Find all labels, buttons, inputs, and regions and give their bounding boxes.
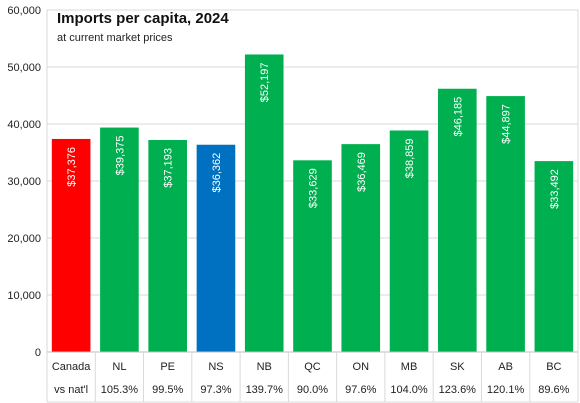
bar-on — [341, 144, 381, 352]
bars — [51, 54, 574, 353]
bar-value-label: $37,376 — [66, 147, 78, 187]
ratio-value: 90.0% — [297, 384, 328, 396]
y-tick-label: 50,000 — [7, 62, 41, 74]
bar-bc — [534, 161, 574, 352]
bar-value-label: $33,492 — [549, 169, 561, 209]
bar-canada — [51, 138, 91, 352]
category-label: BC — [546, 361, 561, 373]
bar-nl — [100, 127, 139, 352]
ratio-value: 99.5% — [152, 384, 183, 396]
bar-sk — [438, 88, 477, 353]
bar-pe — [148, 139, 187, 352]
bar-value-label: $33,629 — [308, 168, 320, 208]
bar-value-label: $36,469 — [356, 152, 368, 192]
bar-value-label: $46,185 — [452, 97, 464, 137]
ratio-row-label: vs nat'l — [54, 384, 88, 396]
ratio-value: 97.6% — [345, 384, 376, 396]
bar-qc — [293, 160, 332, 352]
chart-title: Imports per capita, 2024 — [57, 10, 229, 27]
bar-ns — [196, 144, 236, 352]
category-label: SK — [450, 361, 465, 373]
bar-value-label: $52,197 — [259, 62, 271, 102]
category-label: AB — [498, 361, 513, 373]
y-tick-label: 10,000 — [7, 290, 41, 302]
y-tick-label: 0 — [35, 347, 41, 359]
category-label: NL — [112, 361, 126, 373]
category-label: NB — [257, 361, 272, 373]
bar-value-label: $37,193 — [163, 148, 175, 188]
bar-value-label: $36,362 — [211, 153, 223, 193]
ratio-value: 120.1% — [487, 384, 525, 396]
bar-mb — [389, 130, 429, 352]
ratio-value: 105.3% — [101, 384, 139, 396]
chart-subtitle: at current market prices — [57, 32, 173, 44]
category-label: PE — [160, 361, 175, 373]
ratio-value: 123.6% — [439, 384, 477, 396]
bar-value-label: $39,375 — [114, 136, 126, 176]
ratio-value: 104.0% — [390, 384, 428, 396]
category-label: QC — [304, 361, 321, 373]
category-label: NS — [208, 361, 223, 373]
ratio-value: 139.7% — [246, 384, 284, 396]
category-label: ON — [353, 361, 370, 373]
bar-value-label: $44,897 — [501, 104, 513, 144]
y-tick-label: 60,000 — [7, 5, 41, 17]
y-tick-label: 40,000 — [7, 119, 41, 131]
ratio-value: 89.6% — [538, 384, 569, 396]
ratio-value: 97.3% — [200, 384, 231, 396]
bar-ab — [486, 96, 525, 352]
y-axis: 0 10,000 20,000 30,000 40,000 50,000 60,000 — [7, 5, 41, 359]
y-tick-label: 30,000 — [7, 176, 41, 188]
bar-value-label: $38,859 — [404, 139, 416, 179]
category-label: Canada — [52, 361, 91, 373]
y-tick-label: 20,000 — [7, 233, 41, 245]
bar-value-labels: $37,376 $39,375 $37,193 $36,362 $52,197 $33,6… — [66, 62, 561, 208]
bar-nb — [244, 54, 284, 352]
category-label: MB — [401, 361, 418, 373]
category-table: Canada vs nat'l NL 105.3% PE 99.5% NS 97.3% NB 13… — [46, 351, 579, 403]
